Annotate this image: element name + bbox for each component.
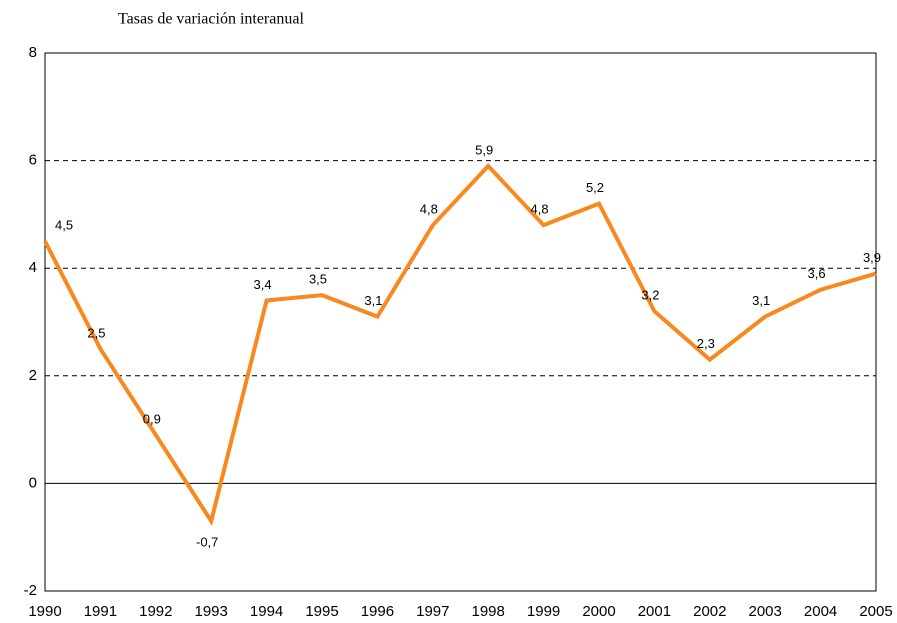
value-label: 2,5: [87, 325, 105, 340]
value-label: 5,9: [475, 142, 493, 157]
value-label: 0,9: [143, 411, 161, 426]
y-tick-label: -2: [24, 582, 37, 599]
y-tick-label: 4: [29, 259, 37, 276]
plot-frame: [44, 52, 877, 592]
value-label: 3,4: [254, 277, 272, 292]
x-tick-label: 1994: [250, 603, 283, 620]
value-label: 3,9: [863, 250, 881, 265]
x-tick-label: 2004: [804, 603, 837, 620]
chart-title: Tasas de variación interanual: [118, 11, 304, 28]
x-tick-label: 1992: [139, 603, 172, 620]
value-label: 4,5: [55, 218, 73, 233]
value-label: 3,1: [364, 293, 382, 308]
data-line: [43, 163, 877, 527]
x-tick-label: 2005: [859, 603, 892, 620]
x-tick-label: 1996: [361, 603, 394, 620]
x-tick-label: 1999: [527, 603, 560, 620]
x-tick-label: 1990: [28, 603, 61, 620]
y-tick-label: 8: [29, 44, 37, 61]
value-label: -0,7: [196, 534, 218, 549]
x-tick-label: 2002: [693, 603, 726, 620]
value-label: 3,5: [309, 272, 327, 287]
y-tick-label: 0: [29, 474, 37, 491]
x-tick-label: 1993: [195, 603, 228, 620]
x-tick-label: 1991: [84, 603, 117, 620]
x-tick-label: 1998: [472, 603, 505, 620]
value-label: 3,2: [641, 288, 659, 303]
value-label: 3,1: [752, 293, 770, 308]
x-tick-label: 2000: [582, 603, 615, 620]
value-label: 3,6: [808, 266, 826, 281]
y-tick-label: 2: [29, 367, 37, 384]
value-label: 2,3: [697, 336, 715, 351]
x-tick-label: 1995: [305, 603, 338, 620]
value-label: 4,8: [531, 202, 549, 217]
value-label: 4,8: [420, 202, 438, 217]
x-tick-label: 2003: [749, 603, 782, 620]
x-tick-label: 2001: [638, 603, 671, 620]
value-label: 5,2: [586, 180, 604, 195]
y-tick-label: 6: [29, 152, 37, 169]
x-tick-label: 1997: [416, 603, 449, 620]
